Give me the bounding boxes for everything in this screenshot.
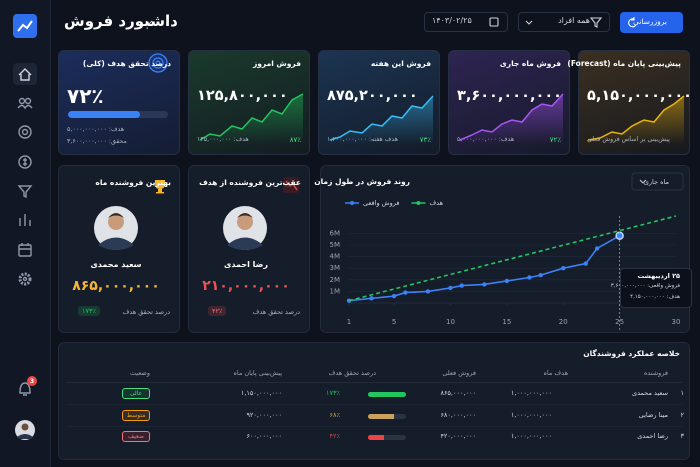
seller-name: رضا احمدی — [224, 260, 268, 269]
table-cell: ۶۸٪ — [329, 410, 340, 419]
seller-metric-badge: ۴۲٪ — [208, 306, 227, 316]
tooltip-line: فروش واقعی: ۳,۶۰۰,۰۰۰,۰۰۰ — [610, 283, 680, 289]
achievement-bar — [368, 413, 394, 419]
achievement-track — [368, 392, 406, 397]
kpi-change: ۷۲٪ — [549, 136, 561, 144]
kpi-note: هدف: ۵,۰۰۰,۰۰۰,۰۰۰ — [67, 126, 125, 133]
seller-metric-label: درصد تحقق هدف — [252, 308, 300, 316]
table-title: خلاصه عملکرد فروشندگان — [583, 349, 680, 358]
tooltip-line: هدف: ۴,۱۵۰,۰۰۰,۰۰۰ — [630, 294, 680, 300]
column-header: درصد تحقق هدف — [328, 369, 376, 377]
table-cell: ۱ — [680, 389, 685, 397]
progress-track — [68, 111, 168, 118]
chart-period: ماه جاری — [643, 178, 669, 186]
kpi-note: هدف: ۵,۰۰۰,۰۰۰,۰۰۰ — [457, 136, 515, 143]
kpi-value: ۱۲۵,۸۰۰,۰۰۰ — [197, 88, 288, 104]
status-badge: عالی — [122, 388, 150, 399]
achievement-bar — [368, 435, 384, 440]
row-divider — [66, 404, 682, 405]
filter-text: همه افراد — [558, 16, 590, 25]
tooltip-title: ۲۵ اردیبهشت — [637, 272, 680, 280]
kpi-note: هدف: ۱۴۵,۰۰۰,۰۰۰ — [197, 136, 249, 143]
table-cell: ۳ — [680, 432, 685, 440]
column-header: پیش‌بینی پایان ماه — [233, 369, 282, 377]
row-divider — [66, 382, 682, 383]
table-cell: ۲ — [680, 410, 685, 419]
table-cell: ۱۷۳٪ — [326, 389, 340, 397]
table-cell: سعید محمدی — [632, 389, 668, 397]
kpi-note: پیش‌بینی بر اساس فروش فعلی — [587, 136, 670, 143]
table-cell: ۹۲۰,۰۰۰,۰۰۰ — [246, 410, 282, 419]
kpi-value: ۳,۶۰۰,۰۰۰,۰۰۰ — [457, 88, 563, 104]
achievement-bar — [368, 392, 406, 397]
column-header: هدف ماه — [543, 369, 568, 377]
table-cell: ۴۲۰,۰۰۰,۰۰۰ — [440, 432, 476, 440]
kpi-value: ۵,۱۵۰,۰۰۰,۰۰۰ — [587, 88, 693, 104]
seller-card-title: عقب‌ترین فروشنده از هدف — [199, 178, 301, 187]
kpi-title: درصد تحقق هدف (کلی) — [82, 59, 171, 68]
kpi-title: پیش‌بینی پایان ماه (Forecast) — [567, 59, 681, 68]
page-title: داشبورد فروش — [64, 12, 178, 30]
status-badge: ضعیف — [122, 431, 150, 442]
kpi-value: ۸۷۵,۲۰۰,۰۰۰ — [327, 88, 418, 104]
table-cell: رضا احمدی — [637, 432, 668, 440]
table-cell: ۱,۰۰۰,۰۰۰,۰۰۰ — [510, 432, 552, 440]
kpi-title: فروش امروز — [252, 59, 301, 68]
table-cell: ۱,۰۰۰,۰۰۰,۰۰۰ — [510, 410, 552, 419]
achievement-track — [368, 413, 406, 419]
seller-metric-label: درصد تحقق هدف — [122, 308, 170, 316]
logo[interactable] — [13, 14, 37, 38]
row-divider — [66, 425, 682, 427]
seller-name: سعید محمدی — [90, 260, 142, 269]
refresh-text: بروزرسانی — [633, 17, 667, 26]
table-cell: ۱,۰۰۰,۰۰۰,۰۰۰ — [510, 389, 552, 397]
column-header: فروش فعلی — [442, 369, 476, 377]
date-picker[interactable] — [424, 12, 508, 32]
seller-amount: ۲۱۰,۰۰۰,۰۰۰ — [202, 278, 290, 294]
table-cell: ۸۶۵,۰۰۰,۰۰۰ — [440, 389, 476, 397]
chart-title: روند فروش در طول زمان — [314, 177, 410, 186]
column-header: فروشنده — [643, 369, 668, 377]
table-cell: ۶۸۰,۰۰۰,۰۰۰ — [440, 410, 476, 419]
person-filter[interactable] — [518, 12, 610, 32]
kpi-note: هدف هفته: ۱,۲۰۰,۰۰۰,۰۰۰ — [327, 136, 398, 143]
seller-amount: ۸۶۵,۰۰۰,۰۰۰ — [72, 278, 160, 294]
column-header: وضعیت — [129, 369, 150, 377]
status-badge: متوسط — [122, 409, 150, 421]
kpi-title: فروش این هفته — [370, 59, 431, 68]
date-text: ۱۴۰۳/۰۲/۲۵ — [432, 16, 472, 25]
progress-bar — [68, 111, 140, 118]
table-cell: ۱,۱۵۰,۰۰۰,۰۰۰ — [240, 389, 282, 397]
seller-metric-badge: ۱۷۳٪ — [78, 306, 100, 316]
kpi-change: ۸۷٪ — [289, 136, 301, 144]
table-cell: مینا رضایی — [638, 410, 668, 419]
kpi-note: محقق: ۳,۶۰۰,۰۰۰,۰۰۰ — [67, 138, 127, 145]
kpi-change: ۷۳٪ — [419, 136, 431, 144]
kpi-title: فروش ماه جاری — [499, 59, 561, 68]
active-nav — [13, 63, 37, 85]
table-card — [58, 342, 690, 460]
table-cell: ۶۰۰,۰۰۰,۰۰۰ — [246, 432, 282, 440]
kpi-value: ۷۲٪ — [67, 84, 104, 108]
seller-card-title: بهترین فروشنده ماه — [95, 178, 171, 187]
achievement-track — [368, 435, 406, 440]
table-cell: ۴۲٪ — [329, 432, 340, 440]
